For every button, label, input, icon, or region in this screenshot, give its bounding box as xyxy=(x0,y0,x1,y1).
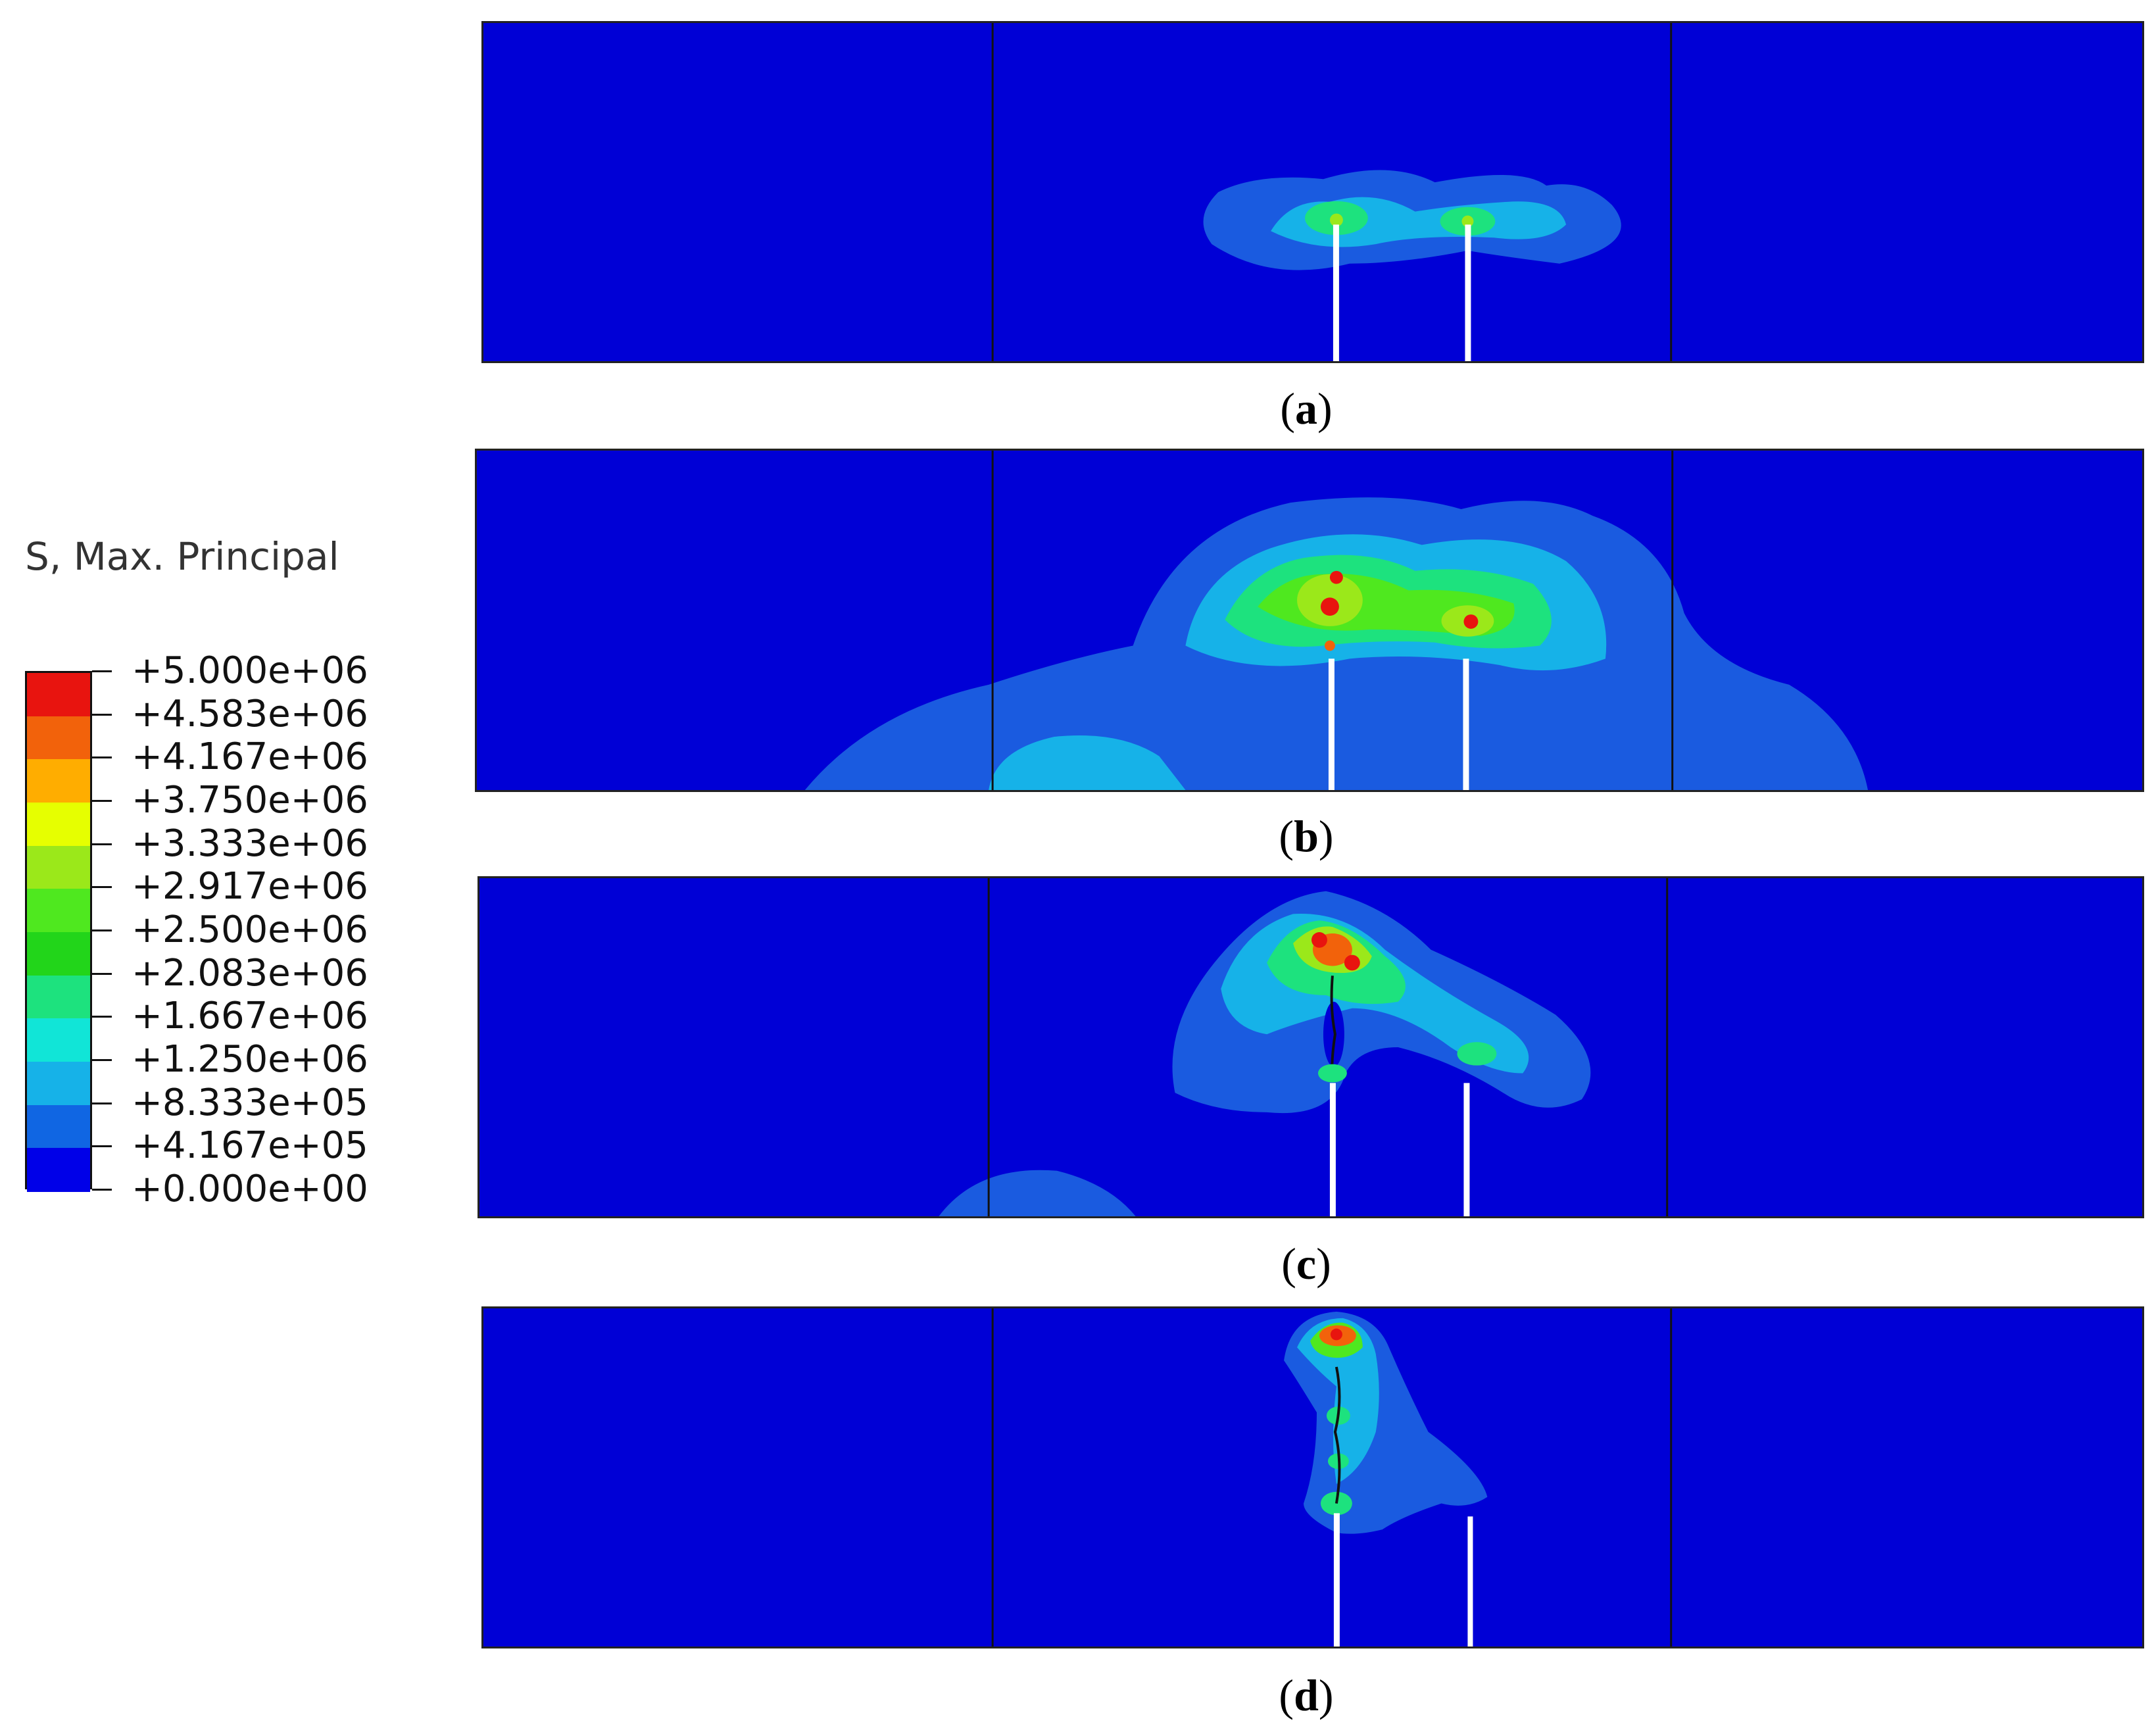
caption-c: (c) xyxy=(1281,1239,1331,1289)
legend-title: S, Max. Principal xyxy=(25,534,339,579)
contour-panel-c xyxy=(478,876,2144,1218)
stress-field-b xyxy=(804,451,1868,790)
legend-swatch xyxy=(27,1018,90,1062)
legend-label: +2.917e+06 xyxy=(132,865,368,908)
caption-a: (a) xyxy=(1280,384,1333,434)
legend-label: +3.333e+06 xyxy=(132,822,368,865)
legend-label: +4.167e+05 xyxy=(132,1124,368,1168)
stress-field-d xyxy=(991,1308,1673,1647)
legend-label: +4.583e+06 xyxy=(132,692,368,735)
legend-swatch xyxy=(27,1148,90,1192)
legend-tick xyxy=(92,756,112,759)
legend-tick xyxy=(92,1016,112,1018)
legend-label: +1.250e+06 xyxy=(132,1038,368,1081)
legend-tick xyxy=(92,670,112,672)
legend-swatch xyxy=(27,673,90,717)
legend-label: +8.333e+05 xyxy=(132,1081,368,1124)
legend-tick xyxy=(92,843,112,845)
legend-label: +2.083e+06 xyxy=(132,951,368,995)
legend-tick xyxy=(92,713,112,716)
legend-tick xyxy=(92,800,112,802)
legend-tick xyxy=(92,886,112,889)
caption-d: (d) xyxy=(1279,1670,1334,1720)
legend-colorbar xyxy=(25,671,92,1192)
legend-swatch xyxy=(27,932,90,976)
legend-label: +0.000e+00 xyxy=(132,1168,368,1210)
contour-panel-d xyxy=(481,1306,2144,1648)
legend-swatch xyxy=(27,716,90,760)
legend-tick xyxy=(92,972,112,975)
legend-tick xyxy=(92,1189,112,1191)
caption-b: (b) xyxy=(1279,811,1334,861)
legend-swatch xyxy=(27,1104,90,1149)
legend-swatch xyxy=(27,759,90,803)
legend-label: +5.000e+06 xyxy=(132,649,368,692)
legend-tick xyxy=(92,1145,112,1148)
legend-tick xyxy=(92,1059,112,1061)
contour-panel-b xyxy=(475,449,2144,792)
legend-swatch xyxy=(27,975,90,1020)
legend-swatch xyxy=(27,889,90,933)
stress-field-c xyxy=(939,878,1669,1216)
legend-tick xyxy=(92,1102,112,1104)
legend-tick xyxy=(92,929,112,931)
legend-label: +3.750e+06 xyxy=(132,779,368,822)
legend-label: +1.667e+06 xyxy=(132,995,368,1038)
legend-label: +4.167e+06 xyxy=(132,735,368,779)
contour-panel-a xyxy=(481,21,2144,363)
legend-swatch xyxy=(27,1062,90,1106)
stress-field-a xyxy=(991,23,1673,361)
legend-swatch xyxy=(27,845,90,890)
legend-swatch xyxy=(27,803,90,847)
legend-label: +2.500e+06 xyxy=(132,908,368,951)
